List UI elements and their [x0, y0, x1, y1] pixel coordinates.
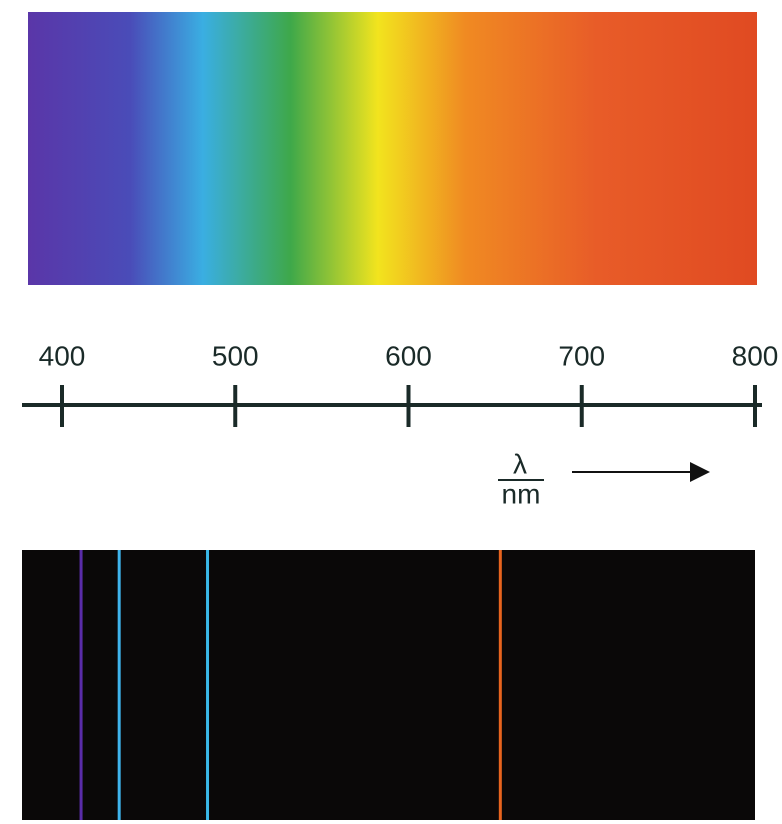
spectrum-diagram: λ nm 400 500 600 700 800 [0, 0, 782, 824]
tick-label: 700 [558, 340, 605, 371]
emission-spectrum [22, 550, 755, 820]
tick-label: 500 [212, 340, 259, 371]
axis-unit-denominator: nm [502, 478, 541, 509]
axis-unit-numerator: λ [513, 448, 527, 479]
continuous-spectrum [28, 12, 757, 285]
tick-label: 400 [39, 340, 86, 371]
tick-label: 600 [385, 340, 432, 371]
tick-label: 800 [732, 340, 779, 371]
